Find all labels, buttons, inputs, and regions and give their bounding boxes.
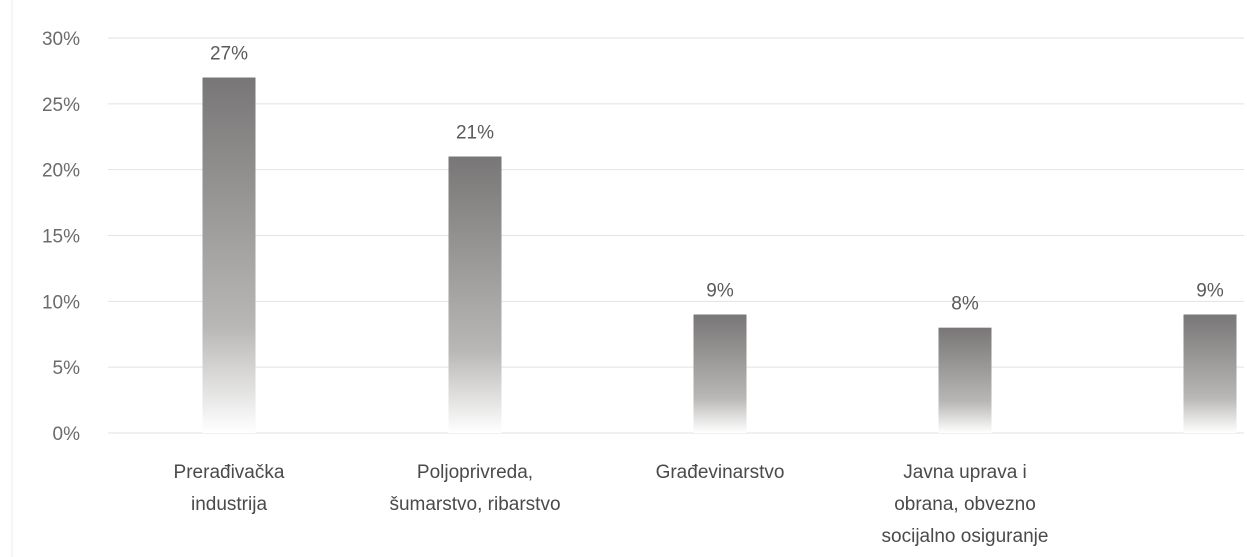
category-label-4-line-3: socijalno osiguranje [882,526,1049,547]
data-label-1: 27% [210,44,248,65]
grid-lines [108,37,1244,434]
y-tick-label-30: 30% [42,29,80,50]
data-label-2: 21% [456,123,494,144]
y-tick-label-15: 15% [42,227,80,248]
category-label-1-line-1: Prerađivačka [174,462,285,483]
y-axis-ticks: 0% 5% 10% 15% 20% 25% 30% [42,29,80,445]
y-tick-label-0: 0% [53,424,81,445]
y-tick-label-20: 20% [42,161,80,182]
y-tick-label-5: 5% [53,358,81,379]
category-label-1-line-2: industrija [191,494,267,515]
bar-5 [1183,314,1237,433]
category-labels: Prerađivačka industrija Poljoprivreda, šuma… [174,462,1049,547]
data-label-4: 8% [951,294,979,315]
category-label-3-line-1: Građevinarstvo [656,462,785,483]
category-label-4-line-2: obrana, obvezno [894,494,1036,515]
bar-1 [202,77,256,433]
category-label-4-line-1: Javna uprava i [903,462,1027,483]
data-label-5: 9% [1196,281,1224,302]
bar-3 [693,314,747,433]
y-tick-label-10: 10% [42,292,80,313]
bars [202,77,1237,433]
bar-4 [938,327,992,433]
bar-2 [448,156,502,433]
category-label-2-line-2: šumarstvo, ribarstvo [389,494,560,515]
data-labels: 27% 21% 9% 8% 9% [210,44,1224,315]
y-tick-label-25: 25% [42,95,80,116]
category-label-2-line-1: Poljoprivreda, [417,462,533,483]
data-label-3: 9% [706,281,734,302]
